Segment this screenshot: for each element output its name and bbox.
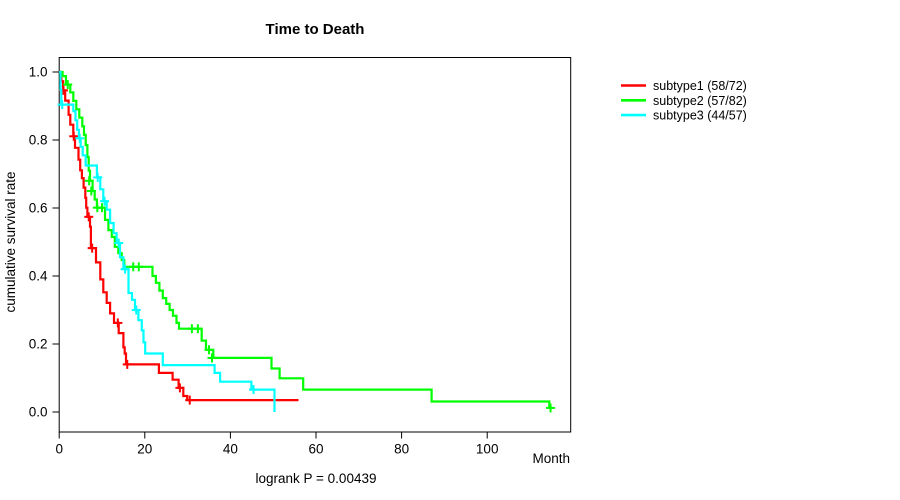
y-tick-label: 0.0 xyxy=(29,405,48,420)
x-tick-label: 80 xyxy=(394,442,409,457)
logrank-p-annotation: logrank P = 0.00439 xyxy=(256,471,377,486)
x-tick-label: 20 xyxy=(137,442,152,457)
y-tick-label: 0.8 xyxy=(29,133,48,148)
y-tick-label: 0.4 xyxy=(29,269,48,284)
x-tick-label: 40 xyxy=(223,442,238,457)
x-tick-label: 100 xyxy=(476,442,499,457)
y-tick-label: 0.2 xyxy=(29,337,48,352)
x-axis-label: Month xyxy=(532,451,570,466)
y-axis-label: cumulative survival rate xyxy=(3,171,18,312)
legend-label-subtype3: subtype3 (44/57) xyxy=(653,109,747,123)
survival-curve-subtype2 xyxy=(59,70,553,409)
x-tick-label: 0 xyxy=(55,442,63,457)
plot-box xyxy=(58,57,572,433)
y-tick-label: 0.6 xyxy=(29,201,48,216)
y-tick-label: 1.0 xyxy=(29,65,48,80)
plot-area: 0 20 40 60 80 100 0.0 0.2 0.4 0.6 0.8 1.0 xyxy=(29,57,572,457)
legend-label-subtype1: subtype1 (58/72) xyxy=(653,79,747,93)
survival-curve-subtype1 xyxy=(59,70,299,402)
x-tick-label: 60 xyxy=(308,442,323,457)
legend: subtype1 (58/72)subtype2 (57/82)subtype3… xyxy=(621,79,747,123)
legend-label-subtype2: subtype2 (57/82) xyxy=(653,94,747,108)
survival-curve-subtype3 xyxy=(59,70,276,412)
chart-title: Time to Death xyxy=(266,21,365,38)
